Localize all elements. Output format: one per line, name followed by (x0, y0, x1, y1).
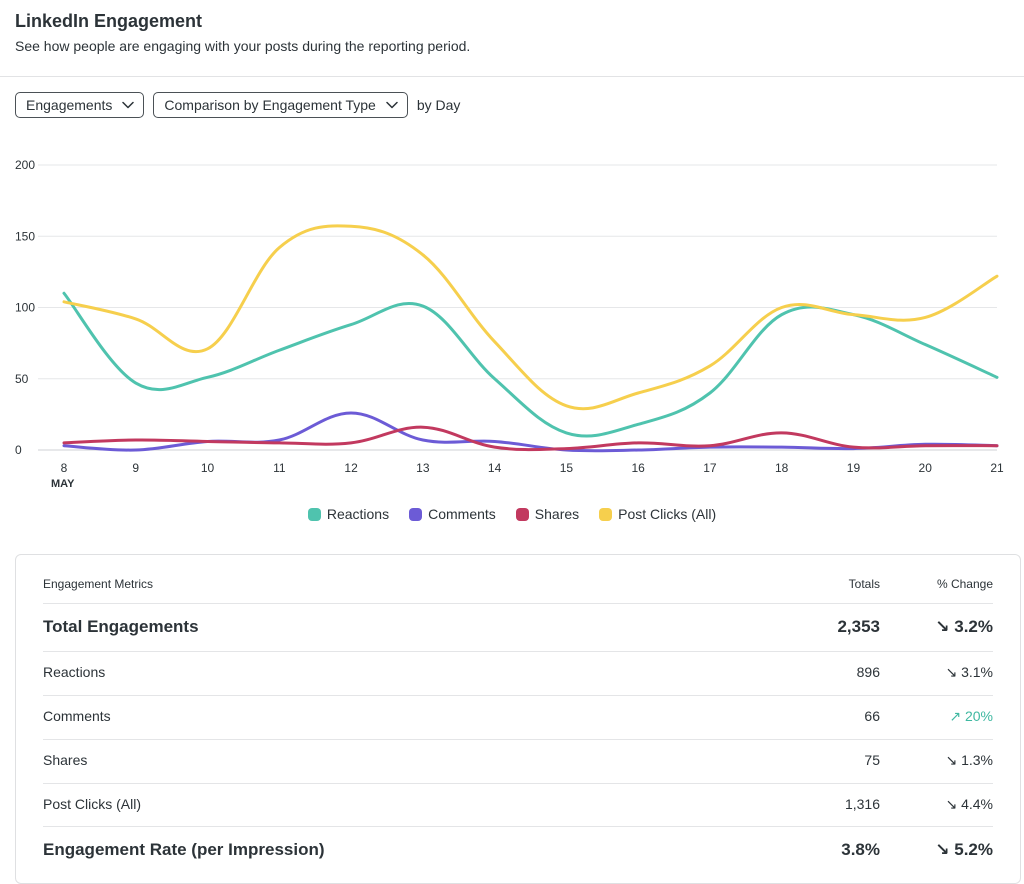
x-tick-label: 11 (273, 461, 286, 475)
engagement-line-chart: 0 50 100 150 200 8 9 10 11 12 13 14 15 16 17 18 19 20 21 MA… (15, 158, 1004, 490)
metric-total: 2,353 (837, 617, 880, 636)
report-subtitle: See how people are engaging with your po… (15, 38, 471, 54)
change-down-value: ↘ 1.3% (945, 752, 993, 768)
metric-total: 3.8% (841, 840, 880, 859)
y-tick-label: 50 (15, 372, 29, 386)
granularity-label: by Day (416, 97, 461, 113)
y-tick-label: 200 (15, 158, 35, 172)
change-down-value: ↘ 4.4% (945, 796, 993, 812)
report-header: LinkedIn Engagement See how people are e… (15, 10, 470, 55)
table-row: Total Engagements 2,353 ↘ 3.2% (43, 603, 993, 652)
legend-label: Reactions (326, 506, 390, 522)
legend-item[interactable]: Shares (515, 506, 580, 522)
table-row: Shares 75 ↘ 1.3% (43, 739, 993, 784)
metric-label: Comments (43, 708, 111, 724)
legend-label: Shares (534, 506, 580, 522)
x-tick-label: 21 (990, 461, 1004, 475)
table-row: Post Clicks (All) 1,316 ↘ 4.4% (43, 783, 993, 827)
legend-label: Comments (428, 506, 496, 522)
col-header-metric: Engagement Metrics (43, 577, 154, 591)
x-tick-label: 20 (919, 461, 933, 475)
legend-swatch (599, 507, 613, 521)
chart-controls: Engagements Comparison by Engagement Typ… (15, 92, 460, 118)
x-tick-label: 16 (631, 461, 645, 475)
legend-swatch (409, 507, 423, 521)
y-tick-label: 100 (15, 301, 35, 315)
chevron-down-icon (386, 101, 398, 109)
x-tick-label: 17 (703, 461, 717, 475)
change-down-value: ↘ 3.2% (935, 617, 993, 636)
metric-label: Reactions (43, 664, 106, 680)
report-title: LinkedIn Engagement (15, 11, 203, 31)
chevron-down-icon (122, 101, 135, 109)
metric-total: 66 (864, 708, 880, 724)
metric-total: 896 (856, 664, 880, 680)
engagement-metrics-table: Engagement Metrics Totals % Change Total… (15, 554, 1021, 884)
x-tick-label: 8 (61, 461, 68, 475)
x-tick-label: 19 (847, 461, 861, 475)
change-down-value: ↘ 3.1% (945, 664, 993, 680)
post-clicks-all-series-line (62, 224, 999, 411)
x-tick-label: 13 (416, 461, 430, 475)
metric-label: Shares (43, 752, 88, 768)
x-tick-label: 15 (560, 461, 574, 475)
col-header-totals: Totals (848, 577, 880, 591)
metric-total: 1,316 (844, 796, 880, 812)
x-month-label: MAY (51, 478, 75, 490)
table-row: Reactions 896 ↘ 3.1% (43, 651, 993, 696)
table-row: Comments 66 ↗ 20% (43, 695, 993, 740)
change-up-value: ↗ 20% (949, 708, 993, 724)
table-row: Engagement Rate (per Impression) 3.8% ↘ 5.… (43, 826, 993, 876)
table-header-row: Engagement Metrics Totals % Change (43, 555, 993, 604)
comments-series-line (62, 411, 999, 453)
chart-legend: Reactions Comments Shares Post Clicks (All) (0, 506, 1024, 522)
col-header-change: % Change (936, 577, 993, 591)
legend-swatch (307, 507, 321, 521)
y-tick-label: 0 (15, 443, 22, 457)
comparison-select-label: Comparison by Engagement Type (164, 97, 376, 113)
comparison-select[interactable]: Comparison by Engagement Type (153, 92, 408, 118)
metric-total: 75 (864, 752, 880, 768)
metric-select-label: Engagements (26, 97, 113, 113)
shares-series-line (62, 425, 999, 452)
legend-item[interactable]: Comments (409, 506, 496, 522)
x-tick-label: 18 (775, 461, 789, 475)
legend-item[interactable]: Post Clicks (All) (599, 506, 716, 522)
metric-select[interactable]: Engagements (15, 92, 145, 118)
y-tick-label: 150 (15, 229, 35, 243)
change-down-value: ↘ 5.2% (935, 840, 993, 859)
metric-label: Total Engagements (43, 617, 199, 636)
metric-label: Post Clicks (All) (43, 796, 142, 812)
x-tick-label: 12 (344, 461, 358, 475)
x-tick-label: 14 (488, 461, 502, 475)
header-divider (0, 76, 1024, 77)
x-tick-label: 9 (132, 461, 139, 475)
legend-label: Post Clicks (All) (618, 506, 717, 522)
metric-label: Engagement Rate (per Impression) (43, 840, 325, 859)
legend-swatch (515, 507, 529, 521)
x-tick-label: 10 (201, 461, 215, 475)
legend-item[interactable]: Reactions (307, 506, 390, 522)
